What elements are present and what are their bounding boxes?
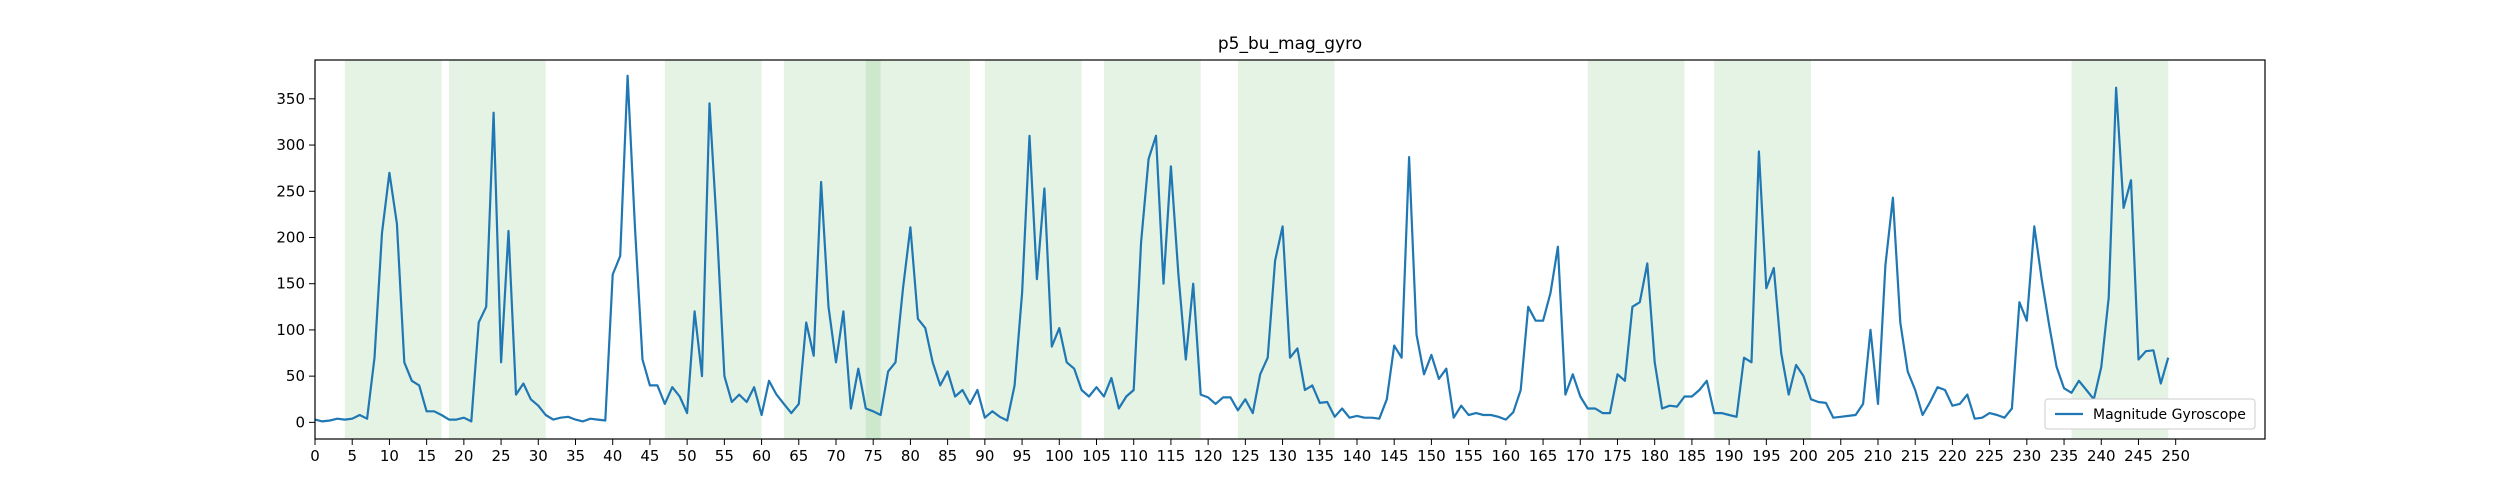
y-axis-ticks: 0 50 100 150 200 250 300 350 [276,90,315,431]
y-tick-label: 350 [276,90,305,108]
x-axis-ticks: 0 5 10 15 20 25 30 35 40 45 50 55 60 65 70 75 80 85 90 95 10… [310,439,2190,465]
chart-title: p5_bu_mag_gyro [1218,34,1362,54]
y-tick-label: 50 [286,367,305,385]
x-tick-label: 165 [1529,447,1558,465]
x-tick-label: 170 [1566,447,1595,465]
x-tick-label: 45 [640,447,659,465]
x-tick-label: 235 [2050,447,2079,465]
shaded-region [344,60,442,439]
x-tick-label: 250 [2161,447,2190,465]
x-tick-label: 75 [864,447,883,465]
x-tick-label: 210 [1864,447,1893,465]
x-tick-label: 200 [1789,447,1818,465]
shaded-region [1587,60,1685,439]
x-tick-label: 225 [1975,447,2004,465]
y-tick-label: 0 [295,413,305,431]
x-tick-label: 55 [715,447,734,465]
x-tick-label: 220 [1938,447,1967,465]
x-tick-label: 230 [2013,447,2042,465]
x-tick-label: 90 [975,447,994,465]
shaded-region [664,60,762,439]
shaded-region [1714,60,1811,439]
x-tick-label: 30 [529,447,548,465]
series-line-magnitude-gyroscope [314,74,2170,423]
x-tick-label: 105 [1082,447,1111,465]
shaded-region [1237,60,1335,439]
x-tick-label: 245 [2124,447,2153,465]
x-tick-label: 140 [1343,447,1372,465]
shaded-region [783,60,881,439]
x-tick-label: 120 [1194,447,1223,465]
y-tick-label: 150 [276,275,305,293]
x-tick-label: 100 [1045,447,1074,465]
y-tick-label: 200 [276,228,305,246]
x-tick-label: 155 [1454,447,1483,465]
x-tick-label: 35 [566,447,585,465]
x-tick-label: 65 [789,447,808,465]
shaded-region [1103,60,1201,439]
x-tick-label: 195 [1752,447,1781,465]
x-tick-label: 80 [901,447,920,465]
y-tick-label: 100 [276,321,305,339]
x-tick-label: 125 [1231,447,1260,465]
shaded-region [2071,60,2169,439]
x-tick-label: 215 [1901,447,1930,465]
x-tick-label: 50 [678,447,697,465]
x-tick-label: 160 [1492,447,1521,465]
x-tick-label: 60 [752,447,771,465]
plot-frame [314,59,2266,440]
x-tick-label: 70 [826,447,845,465]
x-tick-label: 40 [603,447,622,465]
x-tick-label: 130 [1268,447,1297,465]
x-tick-label: 0 [310,447,320,465]
y-tick-label: 250 [276,182,305,200]
x-tick-label: 115 [1157,447,1186,465]
x-tick-label: 5 [347,447,357,465]
shaded-region [984,60,1082,439]
x-tick-label: 135 [1305,447,1334,465]
x-tick-label: 205 [1826,447,1855,465]
x-tick-label: 185 [1678,447,1707,465]
x-tick-label: 240 [2087,447,2116,465]
x-tick-label: 15 [417,447,436,465]
legend-box [2044,398,2256,430]
x-tick-label: 85 [938,447,957,465]
y-tick-label: 300 [276,136,305,154]
legend: Magnitude Gyroscope [2044,398,2256,430]
shaded-region [865,60,970,439]
x-tick-label: 20 [454,447,473,465]
x-tick-label: 190 [1715,447,1744,465]
x-tick-label: 110 [1119,447,1148,465]
x-tick-label: 180 [1640,447,1669,465]
legend-label: Magnitude Gyroscope [2093,407,2246,423]
x-tick-label: 175 [1603,447,1632,465]
x-tick-label: 25 [492,447,511,465]
x-tick-label: 145 [1380,447,1409,465]
x-tick-label: 10 [380,447,399,465]
shaded-regions [344,60,2169,439]
x-tick-label: 95 [1013,447,1032,465]
x-tick-label: 150 [1417,447,1446,465]
